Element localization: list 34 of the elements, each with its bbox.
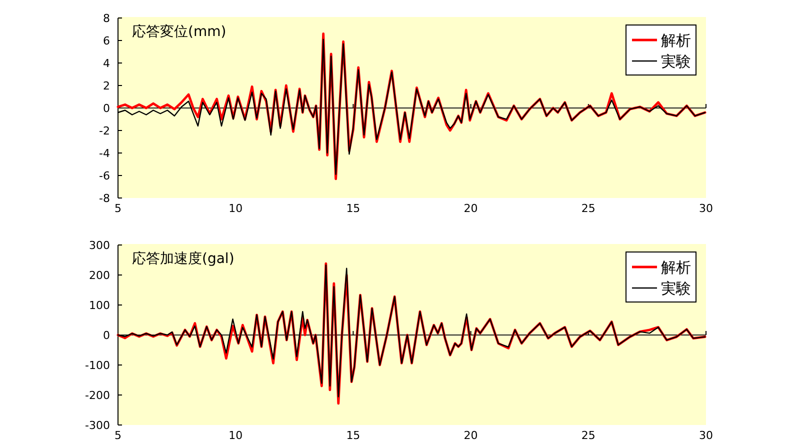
legend-label: 実験 <box>661 280 691 298</box>
y-tick-label: -2 <box>99 124 110 138</box>
x-tick-label: 30 <box>699 202 713 215</box>
y-tick-label: -8 <box>99 192 110 205</box>
y-tick-label: -300 <box>85 419 110 432</box>
x-tick-label: 10 <box>228 429 243 442</box>
y-tick-label: 6 <box>103 34 110 48</box>
chart-title: 応答加速度(gal) <box>132 251 234 267</box>
y-tick-label: 300 <box>89 239 110 252</box>
x-tick-label: 5 <box>114 429 122 442</box>
y-tick-label: 4 <box>103 57 110 70</box>
x-tick-label: 20 <box>464 429 478 442</box>
y-tick-label: -200 <box>85 389 110 402</box>
y-tick-label: 2 <box>103 80 110 92</box>
y-tick-label: 0 <box>103 329 110 342</box>
y-tick-label: 0 <box>103 102 110 115</box>
x-tick-label: 30 <box>699 429 713 442</box>
x-tick-label: 25 <box>581 202 596 215</box>
x-tick-label: 15 <box>346 429 360 442</box>
legend-label: 解析 <box>661 32 691 50</box>
y-tick-label: 8 <box>103 12 110 25</box>
x-tick-label: 5 <box>114 202 122 215</box>
legend-label: 実験 <box>661 52 691 70</box>
x-tick-label: 25 <box>581 429 596 442</box>
y-tick-label: -100 <box>85 359 110 372</box>
y-tick-label: 100 <box>89 299 110 312</box>
y-tick-label: -4 <box>99 147 110 160</box>
x-tick-label: 15 <box>346 202 360 215</box>
legend-label: 解析 <box>661 258 691 276</box>
x-tick-label: 10 <box>228 202 243 215</box>
chart-title: 応答変位(mm) <box>132 24 226 40</box>
y-tick-label: -6 <box>99 170 110 182</box>
x-tick-label: 20 <box>464 202 478 215</box>
y-tick-label: 200 <box>89 269 110 282</box>
